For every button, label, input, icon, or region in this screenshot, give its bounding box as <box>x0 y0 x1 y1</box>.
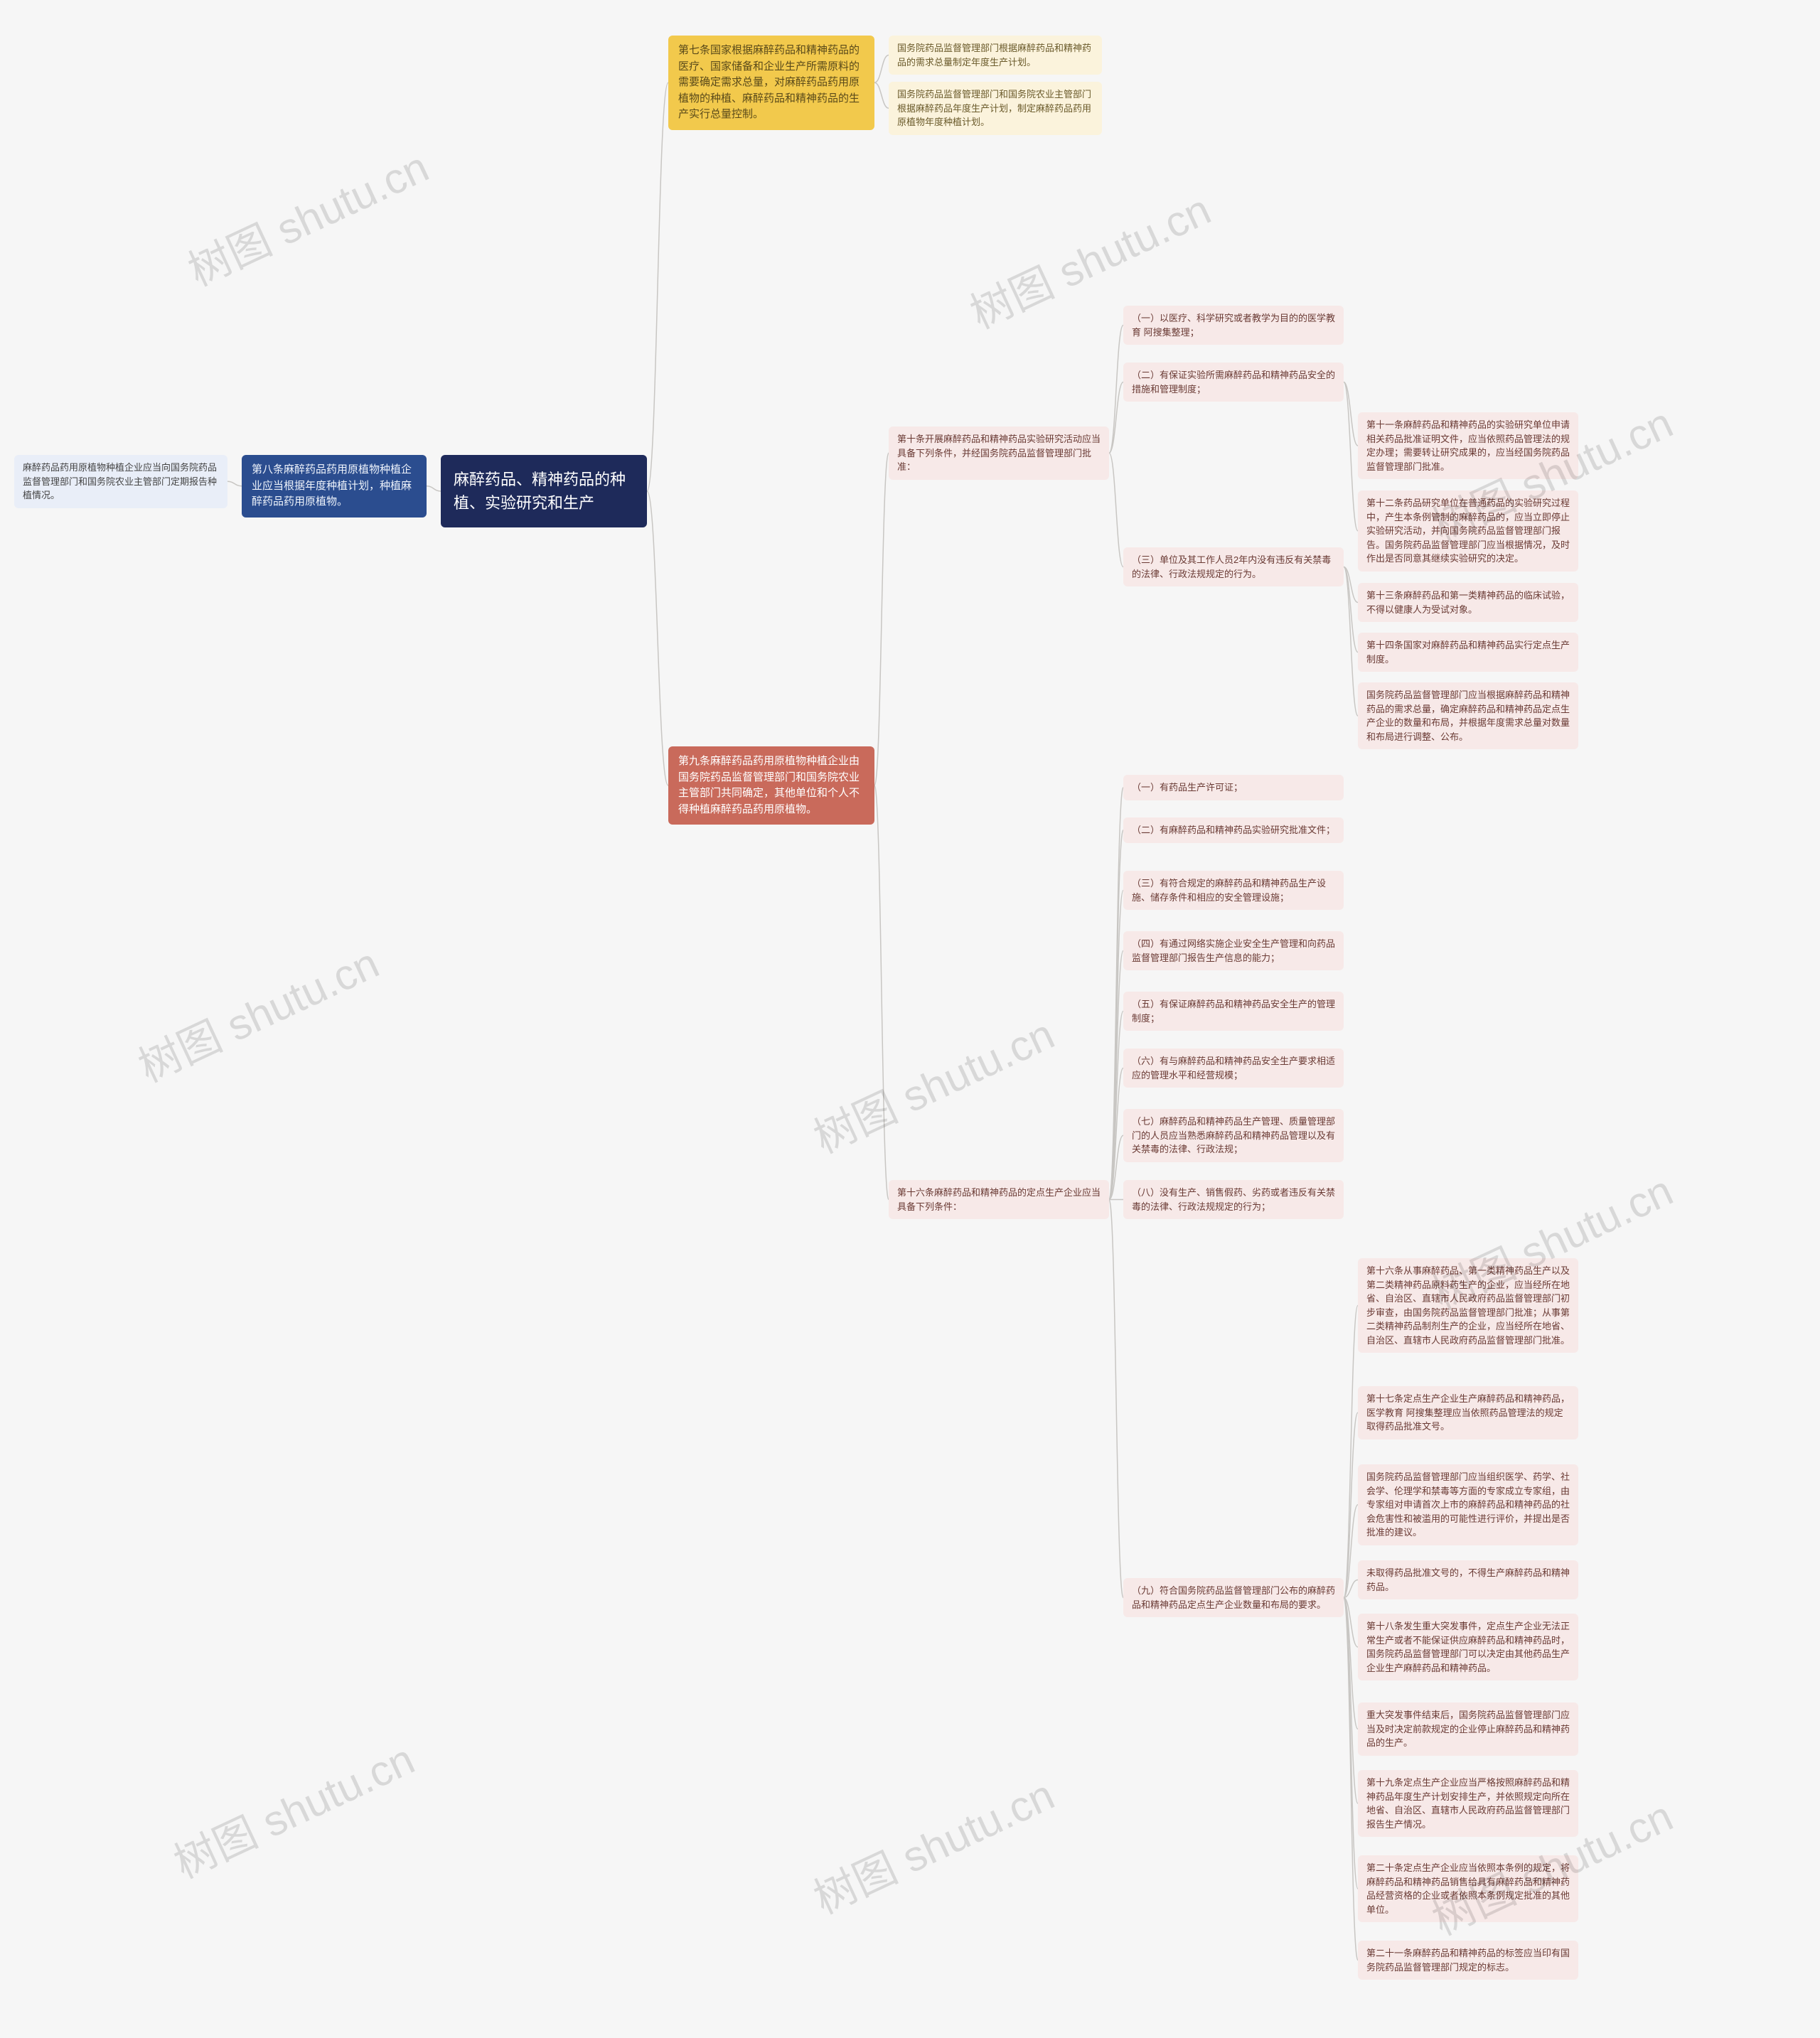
connector <box>1109 453 1123 567</box>
watermark: 树图 shutu.cn <box>177 133 437 298</box>
mindmap-node[interactable]: 第十三条麻醉药品和第一类精神药品的临床试验，不得以健康人为受试对象。 <box>1358 583 1578 622</box>
mindmap-node[interactable]: （六）有与麻醉药品和精神药品安全生产要求相适应的管理水平和经营规模； <box>1123 1049 1344 1088</box>
connector <box>1344 382 1358 446</box>
mindmap-node[interactable]: 第九条麻醉药品药用原植物种植企业由国务院药品监督管理部门和国务院农业主管部门共同… <box>668 746 874 825</box>
connector <box>1344 1505 1358 1598</box>
connector <box>647 82 668 491</box>
mindmap-node[interactable]: （八）没有生产、销售假药、劣药或者违反有关禁毒的法律、行政法规规定的行为； <box>1123 1180 1344 1219</box>
connector <box>874 55 889 83</box>
connector <box>1109 1068 1123 1200</box>
mindmap-node[interactable]: 第十二条药品研究单位在普通药品的实验研究过程中，产生本条例管制的麻醉药品的，应当… <box>1358 490 1578 572</box>
mindmap-node[interactable]: （二）有保证实验所需麻醉药品和精神药品安全的措施和管理制度； <box>1123 363 1344 402</box>
mindmap-node[interactable]: 国务院药品监督管理部门应当根据麻醉药品和精神药品的需求总量，确定麻醉药品和精神药… <box>1358 682 1578 749</box>
connector <box>1109 1135 1123 1199</box>
mindmap-node[interactable]: 麻醉药品药用原植物种植企业应当向国务院药品监督管理部门和国务院农业主管部门定期报… <box>14 455 228 508</box>
mindmap-node[interactable]: 第七条国家根据麻醉药品和精神药品的医疗、国家储备和企业生产所需原料的需要确定需求… <box>668 36 874 130</box>
watermark: 树图 shutu.cn <box>127 929 387 1094</box>
mindmap-node[interactable]: 麻醉药品、精神药品的种植、实验研究和生产 <box>441 455 647 527</box>
mindmap-node[interactable]: 第十四条国家对麻醉药品和精神药品实行定点生产制度。 <box>1358 633 1578 672</box>
mindmap-node[interactable]: （七）麻醉药品和精神药品生产管理、质量管理部门的人员应当熟悉麻醉药品和精神药品管… <box>1123 1109 1344 1162</box>
connector <box>228 481 242 486</box>
mindmap-node[interactable]: 第十六条从事麻醉药品、第一类精神药品生产以及第二类精神药品原料药生产的企业，应当… <box>1358 1258 1578 1353</box>
connector <box>1109 1200 1123 1598</box>
connector <box>427 486 441 491</box>
connector <box>874 453 889 785</box>
connector <box>1344 1306 1358 1598</box>
mindmap-node[interactable]: 国务院药品监督管理部门和国务院农业主管部门根据麻醉药品年度生产计划，制定麻醉药品… <box>889 82 1102 135</box>
mindmap-node[interactable]: 第八条麻醉药品药用原植物种植企业应当根据年度种植计划，种植麻醉药品药用原植物。 <box>242 455 427 517</box>
mindmap-node[interactable]: 第十八条发生重大突发事件，定点生产企业无法正常生产或者不能保证供应麻醉药品和精神… <box>1358 1614 1578 1680</box>
connector <box>1109 830 1123 1200</box>
connector <box>1344 567 1358 653</box>
mindmap-node[interactable]: 国务院药品监督管理部门应当组织医学、药学、社会学、伦理学和禁毒等方面的专家成立专… <box>1358 1464 1578 1545</box>
mindmap-node[interactable]: 第十条开展麻醉药品和精神药品实验研究活动应当具备下列条件，并经国务院药品监督管理… <box>889 427 1109 480</box>
mindmap-node[interactable]: （一）以医疗、科学研究或者教学为目的的医学教育 阿搜集整理； <box>1123 306 1344 345</box>
mindmap-node[interactable]: 国务院药品监督管理部门根据麻醉药品和精神药品的需求总量制定年度生产计划。 <box>889 36 1102 75</box>
connector <box>1109 891 1123 1200</box>
mindmap-node[interactable]: （二）有麻醉药品和精神药品实验研究批准文件； <box>1123 817 1344 843</box>
connector <box>647 491 668 785</box>
watermark: 树图 shutu.cn <box>163 1725 423 1890</box>
connector <box>1344 1598 1358 1961</box>
mindmap-node[interactable]: （五）有保证麻醉药品和精神药品安全生产的管理制度； <box>1123 992 1344 1031</box>
mindmap-node[interactable]: 第二十一条麻醉药品和精神药品的标签应当印有国务院药品监督管理部门规定的标志。 <box>1358 1941 1578 1980</box>
connector <box>1344 1412 1358 1597</box>
mindmap-node[interactable]: （九）符合国务院药品监督管理部门公布的麻醉药品和精神药品定点生产企业数量和布局的… <box>1123 1578 1344 1617</box>
connector <box>1109 1012 1123 1200</box>
connector <box>1344 1598 1358 1804</box>
mindmap-node[interactable]: 第十一条麻醉药品和精神药品的实验研究单位申请相关药品批准证明文件，应当依照药品管… <box>1358 412 1578 479</box>
connector <box>1344 1598 1358 1729</box>
mindmap-node[interactable]: 重大突发事件结束后，国务院药品监督管理部门应当及时决定前款规定的企业停止麻醉药品… <box>1358 1702 1578 1756</box>
mindmap-node[interactable]: （三）有符合规定的麻醉药品和精神药品生产设施、储存条件和相应的安全管理设施； <box>1123 871 1344 910</box>
connector <box>1109 788 1123 1200</box>
connector <box>1344 567 1358 717</box>
mindmap-node[interactable]: （三）单位及其工作人员2年内没有违反有关禁毒的法律、行政法规规定的行为。 <box>1123 547 1344 586</box>
connector <box>1344 567 1358 603</box>
connector <box>1344 1580 1358 1598</box>
connector <box>1344 1598 1358 1889</box>
watermark: 树图 shutu.cn <box>803 1000 1063 1165</box>
connector <box>874 785 889 1200</box>
mindmap-node[interactable]: 第二十条定点生产企业应当依照本条例的规定，将麻醉药品和精神药品销售给具有麻醉药品… <box>1358 1855 1578 1922</box>
connector <box>874 82 889 108</box>
mindmap-node[interactable]: 第十九条定点生产企业应当严格按照麻醉药品和精神药品年度生产计划安排生产，并依照规… <box>1358 1770 1578 1837</box>
mindmap-node[interactable]: （一）有药品生产许可证； <box>1123 775 1344 800</box>
mindmap-node[interactable]: 未取得药品批准文号的，不得生产麻醉药品和精神药品。 <box>1358 1560 1578 1599</box>
watermark: 树图 shutu.cn <box>803 1761 1063 1926</box>
mindmap-node[interactable]: 第十六条麻醉药品和精神药品的定点生产企业应当具备下列条件： <box>889 1180 1109 1219</box>
connector <box>1344 1598 1358 1648</box>
connector <box>1109 951 1123 1200</box>
connector <box>1344 382 1358 531</box>
mindmap-node[interactable]: 第十七条定点生产企业生产麻醉药品和精神药品，医学教育 阿搜集整理应当依照药品管理… <box>1358 1386 1578 1439</box>
connector <box>1109 382 1123 454</box>
connector <box>1109 326 1123 454</box>
mindmap-node[interactable]: （四）有通过网络实施企业安全生产管理和向药品监督管理部门报告生产信息的能力； <box>1123 931 1344 970</box>
